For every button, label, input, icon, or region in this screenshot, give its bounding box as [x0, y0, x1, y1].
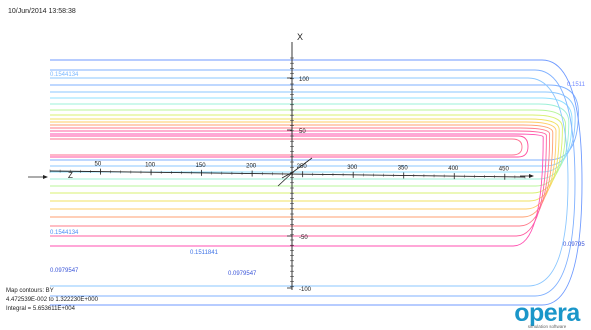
contour-line [50, 77, 569, 287]
contour-line [50, 114, 563, 194]
contour-labels: 0.1544134 0.1511 0.1544134 0.1511841 0.09795… [50, 72, 586, 277]
contour-value-label: 0.0979547 [50, 268, 79, 274]
logo-word: opera [514, 299, 580, 327]
opera-logo: opera simulation software [508, 299, 586, 330]
coordinate-triad [277, 157, 313, 187]
x-tick-label: -100 [299, 287, 312, 293]
contour-value-label: 0.09795 [563, 242, 585, 248]
z-tick-label: 250 [297, 164, 308, 170]
contour-line [50, 135, 529, 158]
map-integral: Integral = 5.653611E+004 [6, 306, 75, 312]
map-contours-label: Map contours: BY [6, 288, 54, 294]
map-range: 4.472539E-002 to 1.322230E+000 [6, 297, 98, 303]
z-tick-label: 200 [246, 164, 257, 170]
z-tick-label: 450 [499, 167, 510, 173]
contour-value-label: 0.1511 [567, 82, 586, 88]
contour-value-label: 0.0979547 [228, 271, 257, 277]
contour-line [50, 97, 573, 173]
x-axis-label: X [297, 32, 303, 42]
contour-line [50, 127, 551, 227]
z-tick-label: 100 [145, 162, 156, 168]
z-tick-label: 400 [448, 166, 459, 172]
right-arrow-icon [520, 174, 534, 178]
contour-line [50, 59, 583, 306]
z-tick-label: 300 [347, 165, 358, 171]
logo-tagline: simulation software [527, 324, 567, 329]
contour-line [50, 138, 523, 156]
map-info: Map contours: BY 4.472539E-002 to 1.3222… [6, 287, 98, 314]
contour-line [50, 69, 576, 297]
contour-value-label: 0.1511841 [190, 250, 219, 256]
contour-line [50, 91, 576, 167]
contour-value-label: 0.1544134 [50, 72, 79, 78]
x-tick-label: 50 [299, 129, 306, 135]
contour-value-label: 0.1544134 [50, 230, 79, 236]
contour-line [50, 84, 579, 161]
x-tick-label: -50 [299, 235, 308, 241]
contour-line [50, 133, 544, 247]
contour-line [50, 130, 547, 237]
z-tick-label: 50 [95, 162, 102, 168]
z-axis-label: Z [68, 171, 73, 180]
contour-lines [50, 59, 583, 306]
z-tick-label: 150 [196, 163, 207, 169]
timestamp: 10/Jun/2014 13:58:38 [8, 8, 76, 15]
contour-line [50, 124, 554, 218]
z-axis-line [49, 170, 526, 178]
left-arrow-icon [28, 175, 48, 179]
z-tick-label: 350 [398, 165, 409, 171]
contour-line [50, 121, 557, 210]
x-tick-label: 100 [299, 77, 310, 83]
x-axis-ticks: 100 50 -50 -100 [287, 57, 312, 293]
